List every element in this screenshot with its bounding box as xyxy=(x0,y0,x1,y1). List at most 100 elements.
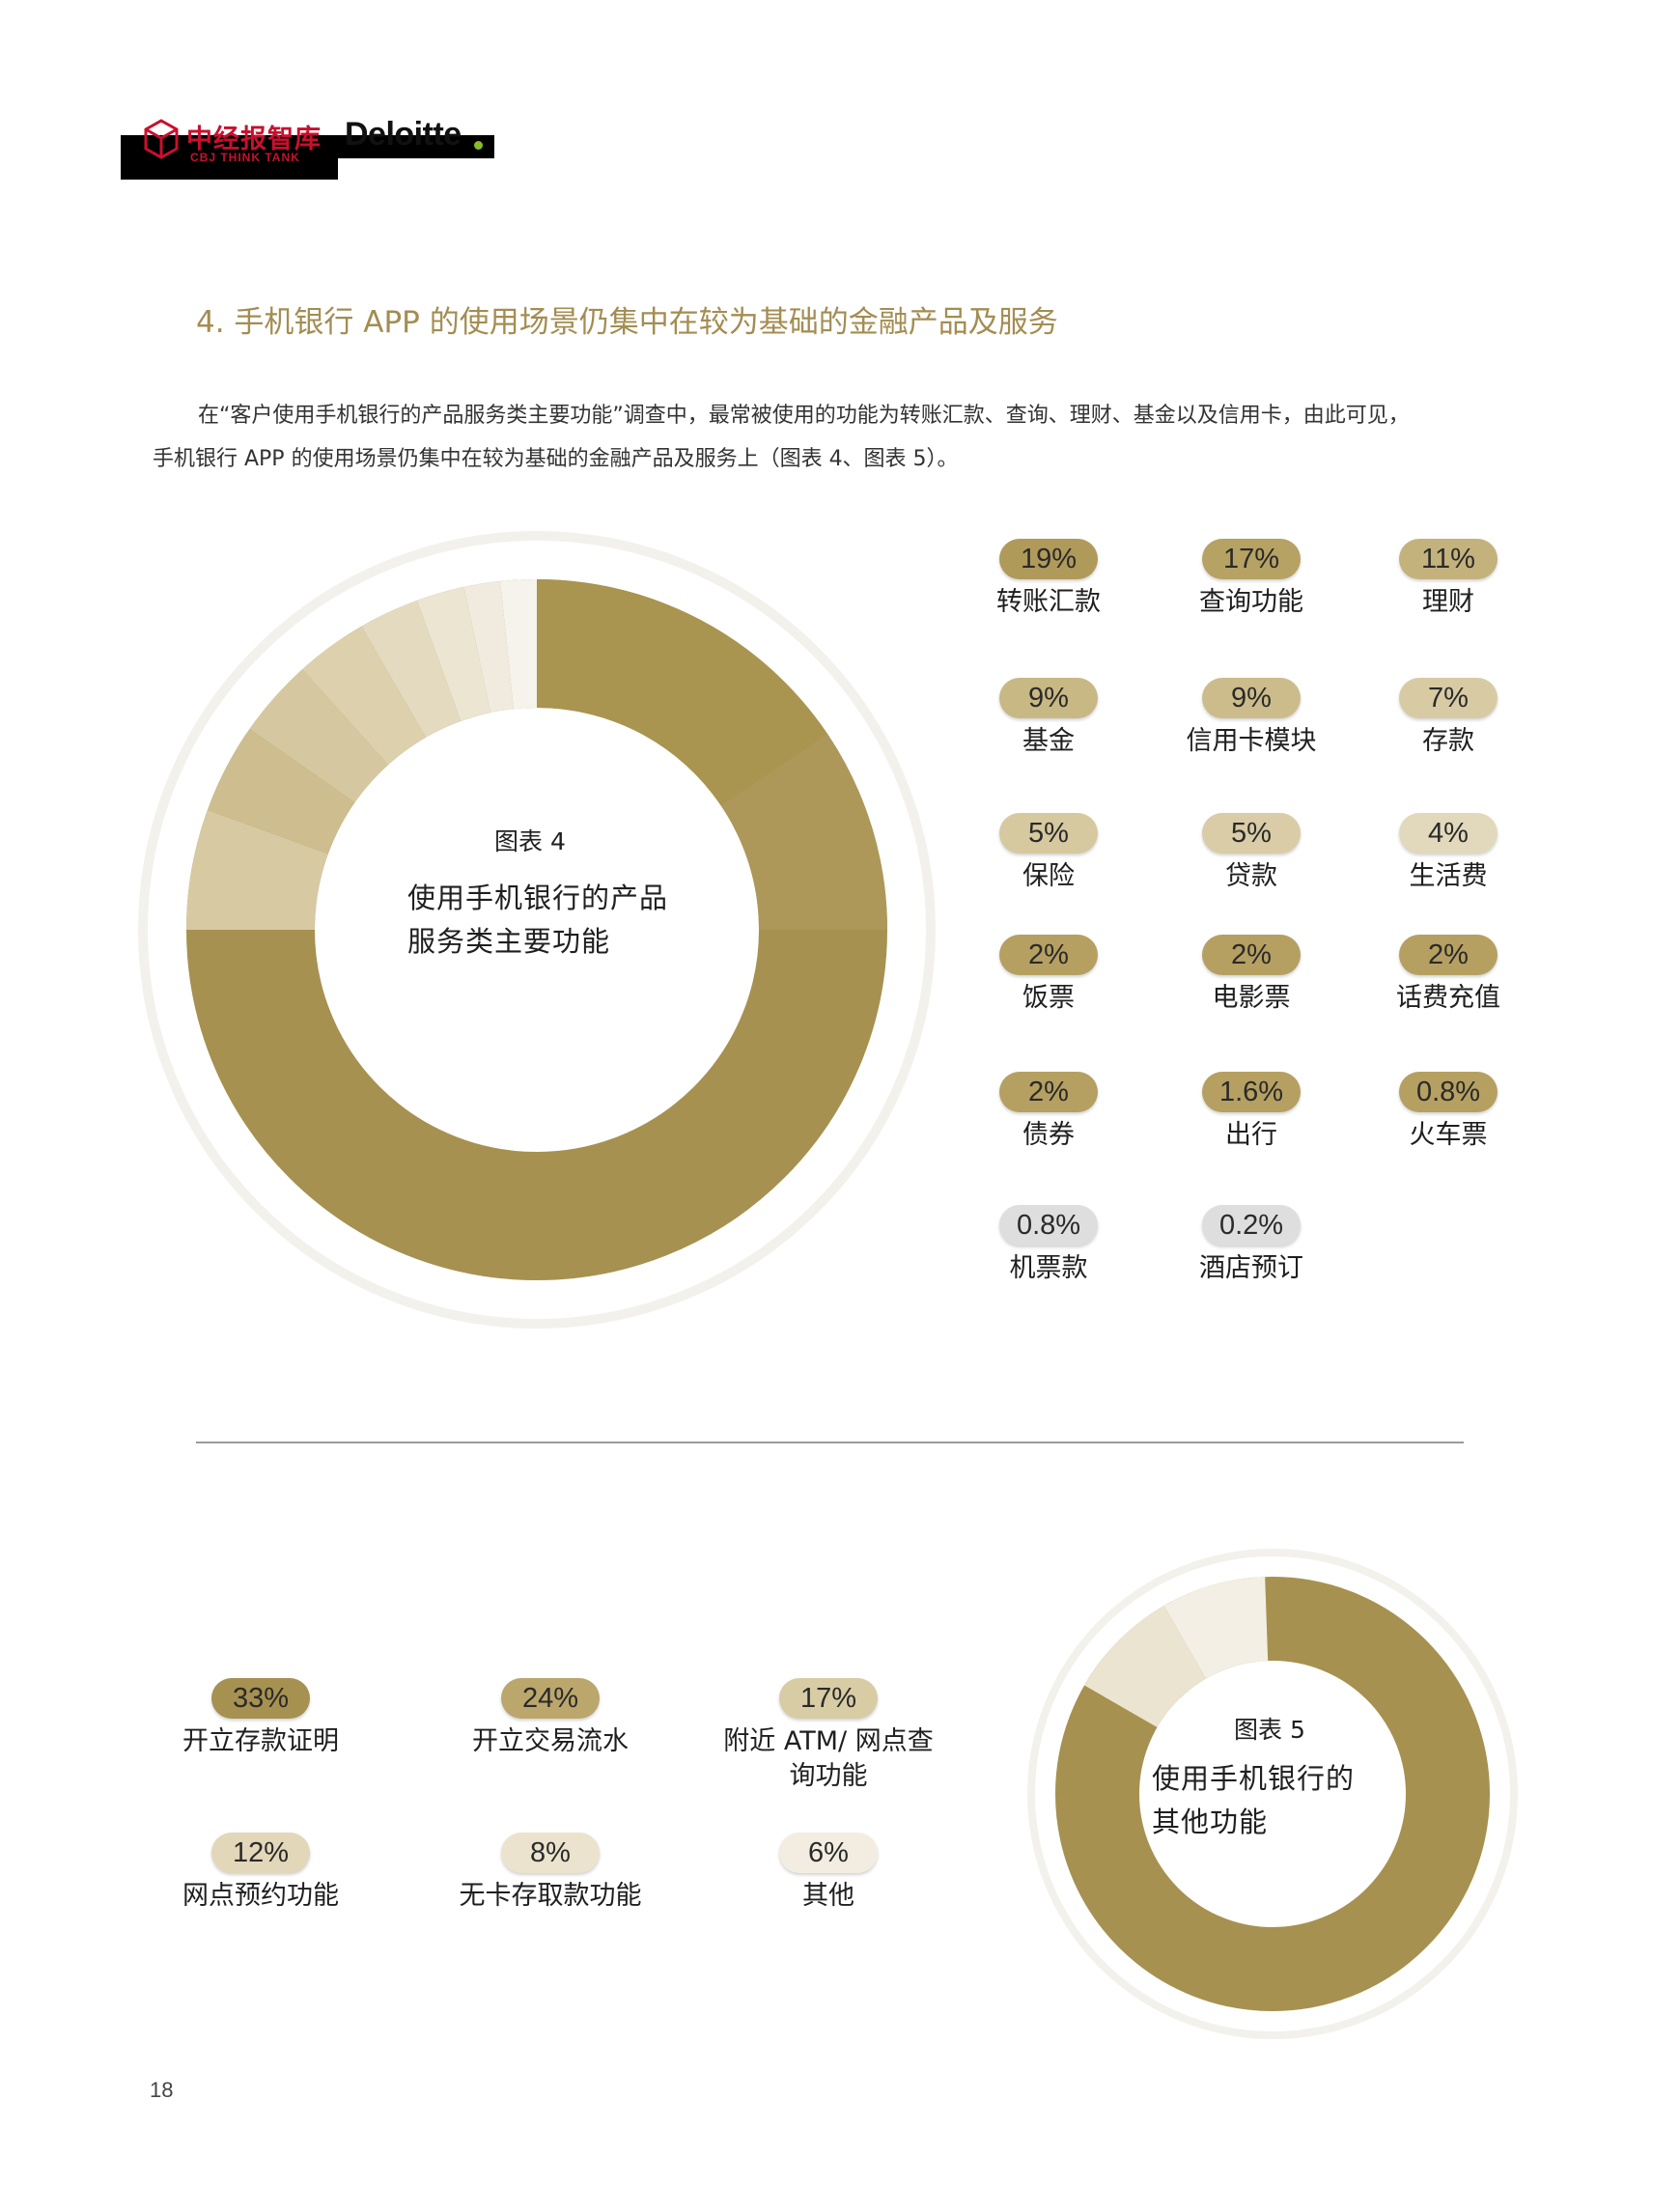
chart5-value-pill: 8% xyxy=(501,1833,600,1873)
chart4-item-label: 基金 xyxy=(1022,726,1075,756)
chart4-slice xyxy=(186,809,328,930)
chart4-legend-item: 11% 理财 xyxy=(1352,539,1545,620)
chart4-value-pill: 0.8% xyxy=(999,1205,1098,1246)
chart4-legend-item: 5% 保险 xyxy=(952,813,1145,894)
chart4-legend-item: 5% 贷款 xyxy=(1155,813,1348,894)
chart4-legend-item: 2% 电影票 xyxy=(1155,935,1348,1016)
chart5-title-line-1: 使用手机银行的 xyxy=(1152,1762,1356,1795)
header-brand: 中经报智库 CBJ THINK TANK Deloitte xyxy=(121,114,494,180)
brand-bar-black xyxy=(121,135,338,180)
section-divider xyxy=(196,1442,1464,1443)
chart5-item-label: 其他 xyxy=(802,1881,854,1911)
chart5-value-pill: 33% xyxy=(211,1678,310,1719)
chart4-item-label: 酒店预订 xyxy=(1199,1253,1303,1283)
chart5-caption: 图表 5 使用手机银行的 其他功能 xyxy=(1152,1711,1442,1844)
chart5-value-pill: 6% xyxy=(779,1833,878,1873)
intro-paragraph: 在“客户使用手机银行的产品服务类主要功能”调查中，最常被使用的功能为转账汇款、查… xyxy=(153,394,1524,481)
chart4-slice xyxy=(720,734,887,930)
chart5-legend-item: 12% 网点预约功能 xyxy=(164,1833,357,1914)
brand-name-en: CBJ THINK TANK xyxy=(190,151,300,164)
chart4-value-pill: 9% xyxy=(1202,678,1301,718)
chart4-legend-item: 0.8% 火车票 xyxy=(1352,1072,1545,1153)
chart4-item-label: 出行 xyxy=(1225,1120,1277,1150)
chart4-value-pill: 11% xyxy=(1399,539,1498,579)
chart4-item-label: 电影票 xyxy=(1212,983,1291,1013)
chart4-slice xyxy=(249,669,389,803)
chart5-title-line-2: 其他功能 xyxy=(1152,1806,1269,1838)
chart4-value-pill: 17% xyxy=(1202,539,1301,579)
chart4-item-label: 转账汇款 xyxy=(996,587,1101,617)
chart4-legend-item: 1.6% 出行 xyxy=(1155,1072,1348,1153)
brand-bar-black-2 xyxy=(338,135,494,158)
chart5-outer-ring xyxy=(1027,1549,1518,2039)
chart4-label: 图表 4 xyxy=(494,827,566,855)
section-title: 4. 手机银行 APP 的使用场景仍集中在较为基础的金融产品及服务 xyxy=(196,305,1058,340)
chart5-label: 图表 5 xyxy=(1234,1716,1305,1744)
chart4-legend-item: 9% 信用卡模块 xyxy=(1155,678,1348,759)
chart4-slice xyxy=(537,579,827,806)
chart4-item-label: 理财 xyxy=(1422,587,1474,617)
cube-logo-icon xyxy=(144,119,179,159)
chart4-item-label: 火车票 xyxy=(1409,1120,1488,1150)
chart4-title-line-2: 服务类主要功能 xyxy=(407,925,611,958)
chart4-slice xyxy=(500,579,537,710)
chart4-title-line-1: 使用手机银行的产品 xyxy=(407,882,669,914)
chart4-legend-item: 0.8% 机票款 xyxy=(952,1205,1145,1286)
chart5-legend-item: 24% 开立交易流水 xyxy=(454,1678,647,1759)
chart4-item-label: 保险 xyxy=(1022,861,1075,891)
chart4-value-pill: 1.6% xyxy=(1202,1072,1301,1112)
brand-name-cn: 中经报智库 xyxy=(186,125,322,154)
chart4-value-pill: 4% xyxy=(1399,813,1498,854)
chart4-item-label: 查询功能 xyxy=(1199,587,1303,617)
chart5-item-label: 网点预约功能 xyxy=(182,1881,339,1911)
chart5-value-pill: 24% xyxy=(501,1678,600,1719)
chart4-caption: 图表 4 使用手机银行的产品 服务类主要功能 xyxy=(407,823,813,964)
chart4-legend-item: 0.2% 酒店预订 xyxy=(1155,1205,1348,1286)
chart4-legend-item: 17% 查询功能 xyxy=(1155,539,1348,620)
chart4-slice xyxy=(302,626,426,766)
chart4-item-label: 信用卡模块 xyxy=(1186,726,1317,756)
chart5-value-pill: 17% xyxy=(779,1678,878,1719)
chart4-item-label: 债券 xyxy=(1022,1120,1075,1150)
chart4-legend-item: 7% 存款 xyxy=(1352,678,1545,759)
chart4-slice xyxy=(463,580,514,714)
chart4-value-pill: 2% xyxy=(999,1072,1098,1112)
chart4-legend-item: 19% 转账汇款 xyxy=(952,539,1145,620)
chart4-value-pill: 0.2% xyxy=(1202,1205,1301,1246)
chart5-legend-item: 8% 无卡存取款功能 xyxy=(454,1833,647,1914)
chart4-outer-ring xyxy=(138,531,936,1329)
chart4-legend-item: 2% 饭票 xyxy=(952,935,1145,1016)
chart4-value-pill: 2% xyxy=(999,935,1098,975)
chart4-value-pill: 7% xyxy=(1399,678,1498,718)
chart5-value-pill: 12% xyxy=(211,1833,310,1873)
partner-logo-text: Deloitte xyxy=(345,116,462,153)
chart4-value-pill: 5% xyxy=(1202,813,1301,854)
chart5-slice xyxy=(1163,1577,1269,1679)
page-number: 18 xyxy=(150,2078,174,2102)
chart5-item-label: 附近 ATM/ 网点查询功能 xyxy=(723,1726,934,1791)
chart5-legend-item: 17% 附近 ATM/ 网点查询功能 xyxy=(723,1678,934,1794)
chart4-value-pill: 0.8% xyxy=(1399,1072,1498,1112)
chart4-value-pill: 2% xyxy=(1202,935,1301,975)
chart4-legend-item: 4% 生活费 xyxy=(1352,813,1545,894)
chart4-item-label: 贷款 xyxy=(1225,861,1277,891)
chart5-legend-item: 6% 其他 xyxy=(732,1833,925,1914)
chart4-legend-item: 2% 债券 xyxy=(952,1072,1145,1153)
chart4-slice xyxy=(361,600,462,738)
chart4-slice xyxy=(207,728,355,854)
chart4-value-pill: 2% xyxy=(1399,935,1498,975)
chart5-item-label: 开立交易流水 xyxy=(472,1726,629,1756)
chart5-item-label: 开立存款证明 xyxy=(182,1726,339,1756)
intro-line-1: 在“客户使用手机银行的产品服务类主要功能”调查中，最常被使用的功能为转账汇款、查… xyxy=(198,404,1410,428)
chart4-value-pill: 5% xyxy=(999,813,1098,854)
chart5-donut-base xyxy=(1055,1577,1490,2011)
chart4-legend-item: 2% 话费充值 xyxy=(1352,935,1545,1016)
chart4-slice xyxy=(416,586,491,721)
chart4-item-label: 话费充值 xyxy=(1396,983,1500,1013)
chart4-legend-item: 9% 基金 xyxy=(952,678,1145,759)
chart4-item-label: 饭票 xyxy=(1022,983,1075,1013)
chart4-value-pill: 19% xyxy=(999,539,1098,579)
chart4-item-label: 生活费 xyxy=(1409,861,1488,891)
chart5-legend-item: 33% 开立存款证明 xyxy=(164,1678,357,1759)
